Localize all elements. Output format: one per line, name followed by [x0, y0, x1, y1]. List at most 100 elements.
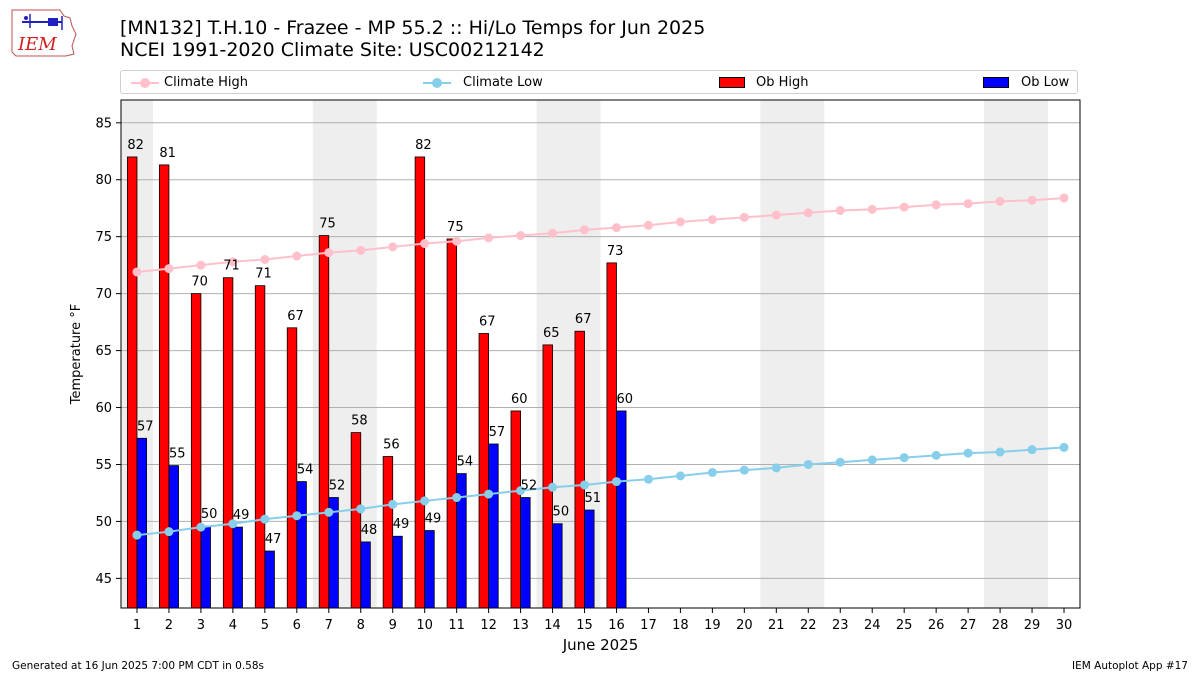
- x-tick-label: 12: [480, 618, 497, 633]
- climate-high-point: [931, 200, 941, 210]
- y-tick-label: 75: [95, 230, 112, 245]
- climate-high-point: [164, 264, 174, 274]
- climate-low-point: [324, 507, 334, 517]
- climate-low-line: [136, 446, 1065, 537]
- iem-logo: IEM: [11, 9, 77, 57]
- climate-high-point: [1059, 193, 1069, 203]
- generated-timestamp: Generated at 16 Jun 2025 7:00 PM CDT in …: [12, 660, 265, 672]
- ob-high-bar: [190, 293, 202, 609]
- ob-low-value-label: 54: [297, 463, 314, 478]
- ob-high-bar: [254, 285, 266, 609]
- climate-high-point: [388, 242, 398, 252]
- ob-low-bar: [168, 465, 179, 609]
- ob-high-bar: [478, 333, 490, 609]
- ob-high-bar: [414, 156, 426, 609]
- climate-high-point: [548, 228, 558, 238]
- x-tick-label: 16: [608, 618, 625, 633]
- climate-low-point: [228, 519, 238, 529]
- climate-low-point: [356, 504, 366, 514]
- x-tick-label: 11: [448, 618, 465, 633]
- climate-low-point: [675, 471, 685, 481]
- weekend-shade: [760, 100, 825, 608]
- ob-low-bar: [584, 509, 595, 609]
- y-tick-label: 80: [95, 173, 112, 188]
- x-tick-label: 22: [800, 618, 817, 633]
- climate-low-point: [420, 496, 430, 506]
- x-tick-label: 18: [672, 618, 689, 633]
- climate-low-marker-swatch: [432, 78, 442, 88]
- climate-high-point: [132, 267, 142, 277]
- climate-low-point: [1027, 445, 1037, 455]
- ob-high-bar: [318, 235, 330, 609]
- x-tick-label: 23: [832, 618, 849, 633]
- x-tick-label: 2: [165, 618, 173, 633]
- x-tick-label: 25: [896, 618, 913, 633]
- climate-low-point: [995, 447, 1005, 457]
- ob-low-bar: [360, 541, 371, 609]
- y-tick-label: 70: [95, 287, 112, 302]
- ob-high-bar: [286, 327, 298, 609]
- y-tick-label: 55: [95, 458, 112, 473]
- climate-high-point: [899, 202, 909, 212]
- legend-label-ob-high: Ob High: [756, 75, 809, 90]
- ob-low-value-label: 57: [489, 425, 506, 440]
- ob-high-bar: [222, 277, 234, 609]
- climate-high-point: [228, 257, 238, 267]
- ob-high-value-label: 65: [543, 326, 560, 341]
- ob-high-value-label: 82: [127, 138, 144, 153]
- climate-high-point: [580, 225, 590, 235]
- climate-high-point: [260, 254, 270, 264]
- climate-low-point: [963, 448, 973, 458]
- climate-high-point: [1027, 195, 1037, 205]
- ob-high-value-label: 67: [287, 309, 304, 324]
- climate-high-line: [136, 196, 1065, 273]
- x-tick-label: 9: [389, 618, 397, 633]
- ob-low-bar: [232, 526, 243, 609]
- climate-low-point: [867, 455, 877, 465]
- ob-high-value-label: 71: [255, 267, 272, 282]
- ob-low-value-label: 48: [361, 523, 378, 538]
- legend-label-climate-low: Climate Low: [463, 75, 543, 90]
- x-tick-label: 17: [640, 618, 657, 633]
- x-tick-label: 4: [229, 618, 237, 633]
- ob-high-swatch: [719, 77, 745, 88]
- climate-low-point: [899, 453, 909, 463]
- climate-low-point: [771, 463, 781, 473]
- ob-low-bar: [424, 530, 435, 609]
- climate-low-point: [739, 465, 749, 475]
- ob-low-value-label: 60: [616, 392, 633, 407]
- x-axis-label: June 2025: [562, 636, 639, 654]
- ob-low-bar: [264, 550, 275, 609]
- climate-low-point: [260, 514, 270, 524]
- ob-high-value-label: 73: [607, 244, 624, 259]
- y-tick-label: 60: [95, 401, 112, 416]
- climate-low-point: [196, 522, 206, 532]
- ob-low-value-label: 49: [425, 512, 442, 527]
- x-tick-label: 30: [1056, 618, 1073, 633]
- climate-low-point: [611, 477, 621, 487]
- x-tick-label: 28: [992, 618, 1009, 633]
- ob-high-value-label: 75: [447, 220, 464, 235]
- y-axis-label: Temperature °F: [69, 304, 84, 405]
- ob-high-bar: [542, 344, 553, 609]
- climate-high-point: [452, 236, 462, 246]
- climate-low-point: [835, 457, 845, 467]
- climate-low-point: [931, 450, 941, 460]
- ob-low-value-label: 51: [585, 491, 602, 506]
- climate-high-point: [675, 217, 685, 227]
- chart-title: [MN132] T.H.10 - Frazee - MP 55.2 :: Hi/…: [120, 17, 706, 39]
- climate-low-point: [803, 459, 813, 469]
- x-tick-label: 8: [357, 618, 365, 633]
- legend-label-ob-low: Ob Low: [1021, 75, 1070, 90]
- ob-high-bar: [126, 156, 138, 609]
- climate-high-point: [356, 245, 366, 255]
- ob-high-value-label: 67: [575, 312, 592, 327]
- climate-high-point: [292, 251, 302, 261]
- climate-high-point: [611, 223, 621, 233]
- x-tick-label: 24: [864, 618, 881, 633]
- legend-item-climate-low: Climate Low: [423, 74, 623, 92]
- x-tick-label: 1: [133, 618, 141, 633]
- climate-low-point: [132, 530, 142, 540]
- x-tick-label: 7: [325, 618, 333, 633]
- climate-high-point: [771, 210, 781, 220]
